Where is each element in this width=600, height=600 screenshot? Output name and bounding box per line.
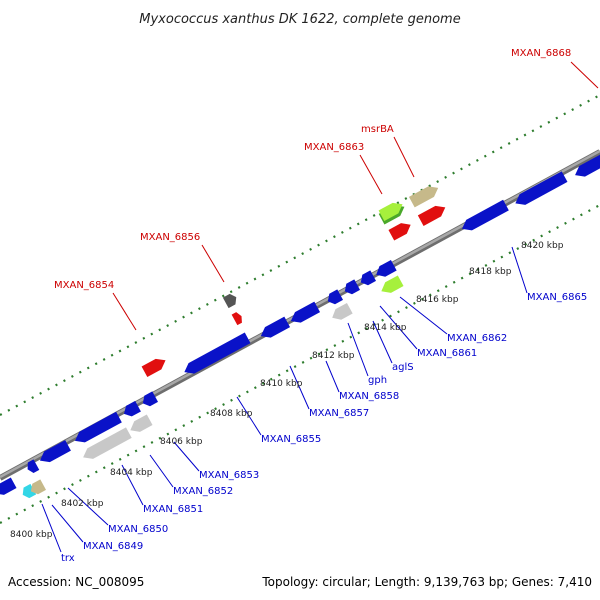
leader-line <box>511 246 528 294</box>
tick-label: 8412 kbp <box>312 351 355 361</box>
gene-feature-29[interactable] <box>408 183 441 208</box>
leader-line <box>325 360 340 393</box>
leader-line <box>149 454 174 488</box>
leader-line <box>372 320 393 364</box>
gene-feature-15[interactable] <box>358 270 377 287</box>
gene-feature-8[interactable] <box>140 391 159 408</box>
leader-line <box>121 464 144 506</box>
gene-label-mxan-6855[interactable]: MXAN_6855 <box>261 434 321 445</box>
leader-line <box>51 504 84 543</box>
gene-label-mxan-6865[interactable]: MXAN_6865 <box>527 292 587 303</box>
leader-line <box>236 396 262 436</box>
gene-feature-24[interactable] <box>222 292 239 309</box>
gene-label-mxan-6862[interactable]: MXAN_6862 <box>447 333 507 344</box>
tick-label: 8416 kbp <box>416 295 459 305</box>
dotted-guides <box>0 94 600 524</box>
leader-line <box>112 292 137 331</box>
dotted-guide-1 <box>0 94 600 416</box>
leader-line <box>41 503 62 553</box>
leader-line <box>67 487 109 526</box>
gene-feature-25[interactable] <box>231 311 245 326</box>
leader-line <box>173 441 200 472</box>
gene-label-mxan-6863[interactable]: MXAN_6863 <box>304 142 364 153</box>
gene-feature-17[interactable] <box>378 275 404 296</box>
tick-label: 8402 kbp <box>61 499 104 509</box>
tick-label: 8414 kbp <box>364 323 407 333</box>
gene-label-mxan-6861[interactable]: MXAN_6861 <box>417 348 477 359</box>
leader-line <box>379 305 418 350</box>
gene-feature-12[interactable] <box>329 302 353 323</box>
gene-feature-10[interactable] <box>258 316 291 342</box>
genome-stats-text: Topology: circular; Length: 9,139,763 bp… <box>261 575 592 589</box>
leader-line <box>201 244 225 283</box>
gene-feature-19[interactable] <box>513 171 568 208</box>
gene-feature-4[interactable] <box>72 411 122 446</box>
tick-label: 8410 kbp <box>260 379 303 389</box>
map-title: Myxococcus xanthus DK 1622, complete gen… <box>139 12 460 27</box>
leader-line <box>289 365 310 410</box>
tick-label: 8404 kbp <box>110 468 153 478</box>
gene-feature-11[interactable] <box>288 301 321 327</box>
gene-feature-18[interactable] <box>459 199 509 234</box>
gene-feature-30[interactable] <box>417 202 448 226</box>
gene-label-mxan-6849[interactable]: MXAN_6849 <box>83 541 143 552</box>
gene-label-agls[interactable]: aglS <box>392 362 414 373</box>
tick-labels: 8400 kbp 8402 kbp 8404 kbp 8406 kbp 8408 kbp… <box>10 241 564 540</box>
leader-line <box>393 136 415 178</box>
gene-feature-13[interactable] <box>325 289 344 306</box>
gene-feature-3[interactable] <box>37 440 71 466</box>
tick-label: 8406 kbp <box>160 437 203 447</box>
gene-label-mxan-6854[interactable]: MXAN_6854 <box>54 280 114 291</box>
gene-feature-1[interactable] <box>0 477 17 498</box>
gene-label-msrba[interactable]: msrBA <box>361 124 394 135</box>
leader-line <box>347 322 369 377</box>
gene-feature-23[interactable] <box>141 355 169 377</box>
gene-feature-16[interactable] <box>373 259 397 280</box>
leader-line <box>399 296 448 335</box>
gene-feature-22[interactable] <box>28 479 47 496</box>
gene-label-mxan-6852[interactable]: MXAN_6852 <box>173 486 233 497</box>
gene-feature-2[interactable] <box>25 459 40 474</box>
accession-text: Accession: NC_008095 <box>8 575 144 589</box>
label-leaders <box>41 61 599 553</box>
tick-label: 8420 kbp <box>521 241 564 251</box>
gene-feature-7[interactable] <box>121 400 141 419</box>
gene-feature-9[interactable] <box>181 332 251 378</box>
gene-feature-21[interactable] <box>20 483 37 500</box>
gene-feature-28[interactable] <box>388 219 413 241</box>
tick-label: 8400 kbp <box>10 530 53 540</box>
tick-label: 8408 kbp <box>210 409 253 419</box>
gene-feature-6[interactable] <box>127 414 153 435</box>
dotted-guide-2 <box>0 204 600 524</box>
gene-label-mxan-6856[interactable]: MXAN_6856 <box>140 232 200 243</box>
gene-label-mxan-6851[interactable]: MXAN_6851 <box>143 504 203 515</box>
leader-line <box>570 61 599 89</box>
gene-label-mxan-6868[interactable]: MXAN_6868 <box>511 48 571 59</box>
gene-label-trx[interactable]: trx <box>61 553 75 564</box>
leader-line <box>359 154 383 195</box>
gene-features <box>0 153 600 500</box>
gene-label-mxan-6857[interactable]: MXAN_6857 <box>309 408 369 419</box>
gene-label-mxan-6850[interactable]: MXAN_6850 <box>108 524 168 535</box>
gene-label-mxan-6858[interactable]: MXAN_6858 <box>339 391 399 402</box>
gene-label-mxan-6853[interactable]: MXAN_6853 <box>199 470 259 481</box>
gene-feature-5[interactable] <box>80 427 132 462</box>
gene-labels: MXAN_6854 MXAN_6856 MXAN_6863 msrBA MXAN_686… <box>54 48 587 564</box>
gene-feature-27[interactable] <box>378 199 406 221</box>
gene-label-gph[interactable]: gph <box>368 375 387 386</box>
gene-feature-14[interactable] <box>342 279 361 296</box>
tick-label: 8418 kbp <box>469 267 512 277</box>
